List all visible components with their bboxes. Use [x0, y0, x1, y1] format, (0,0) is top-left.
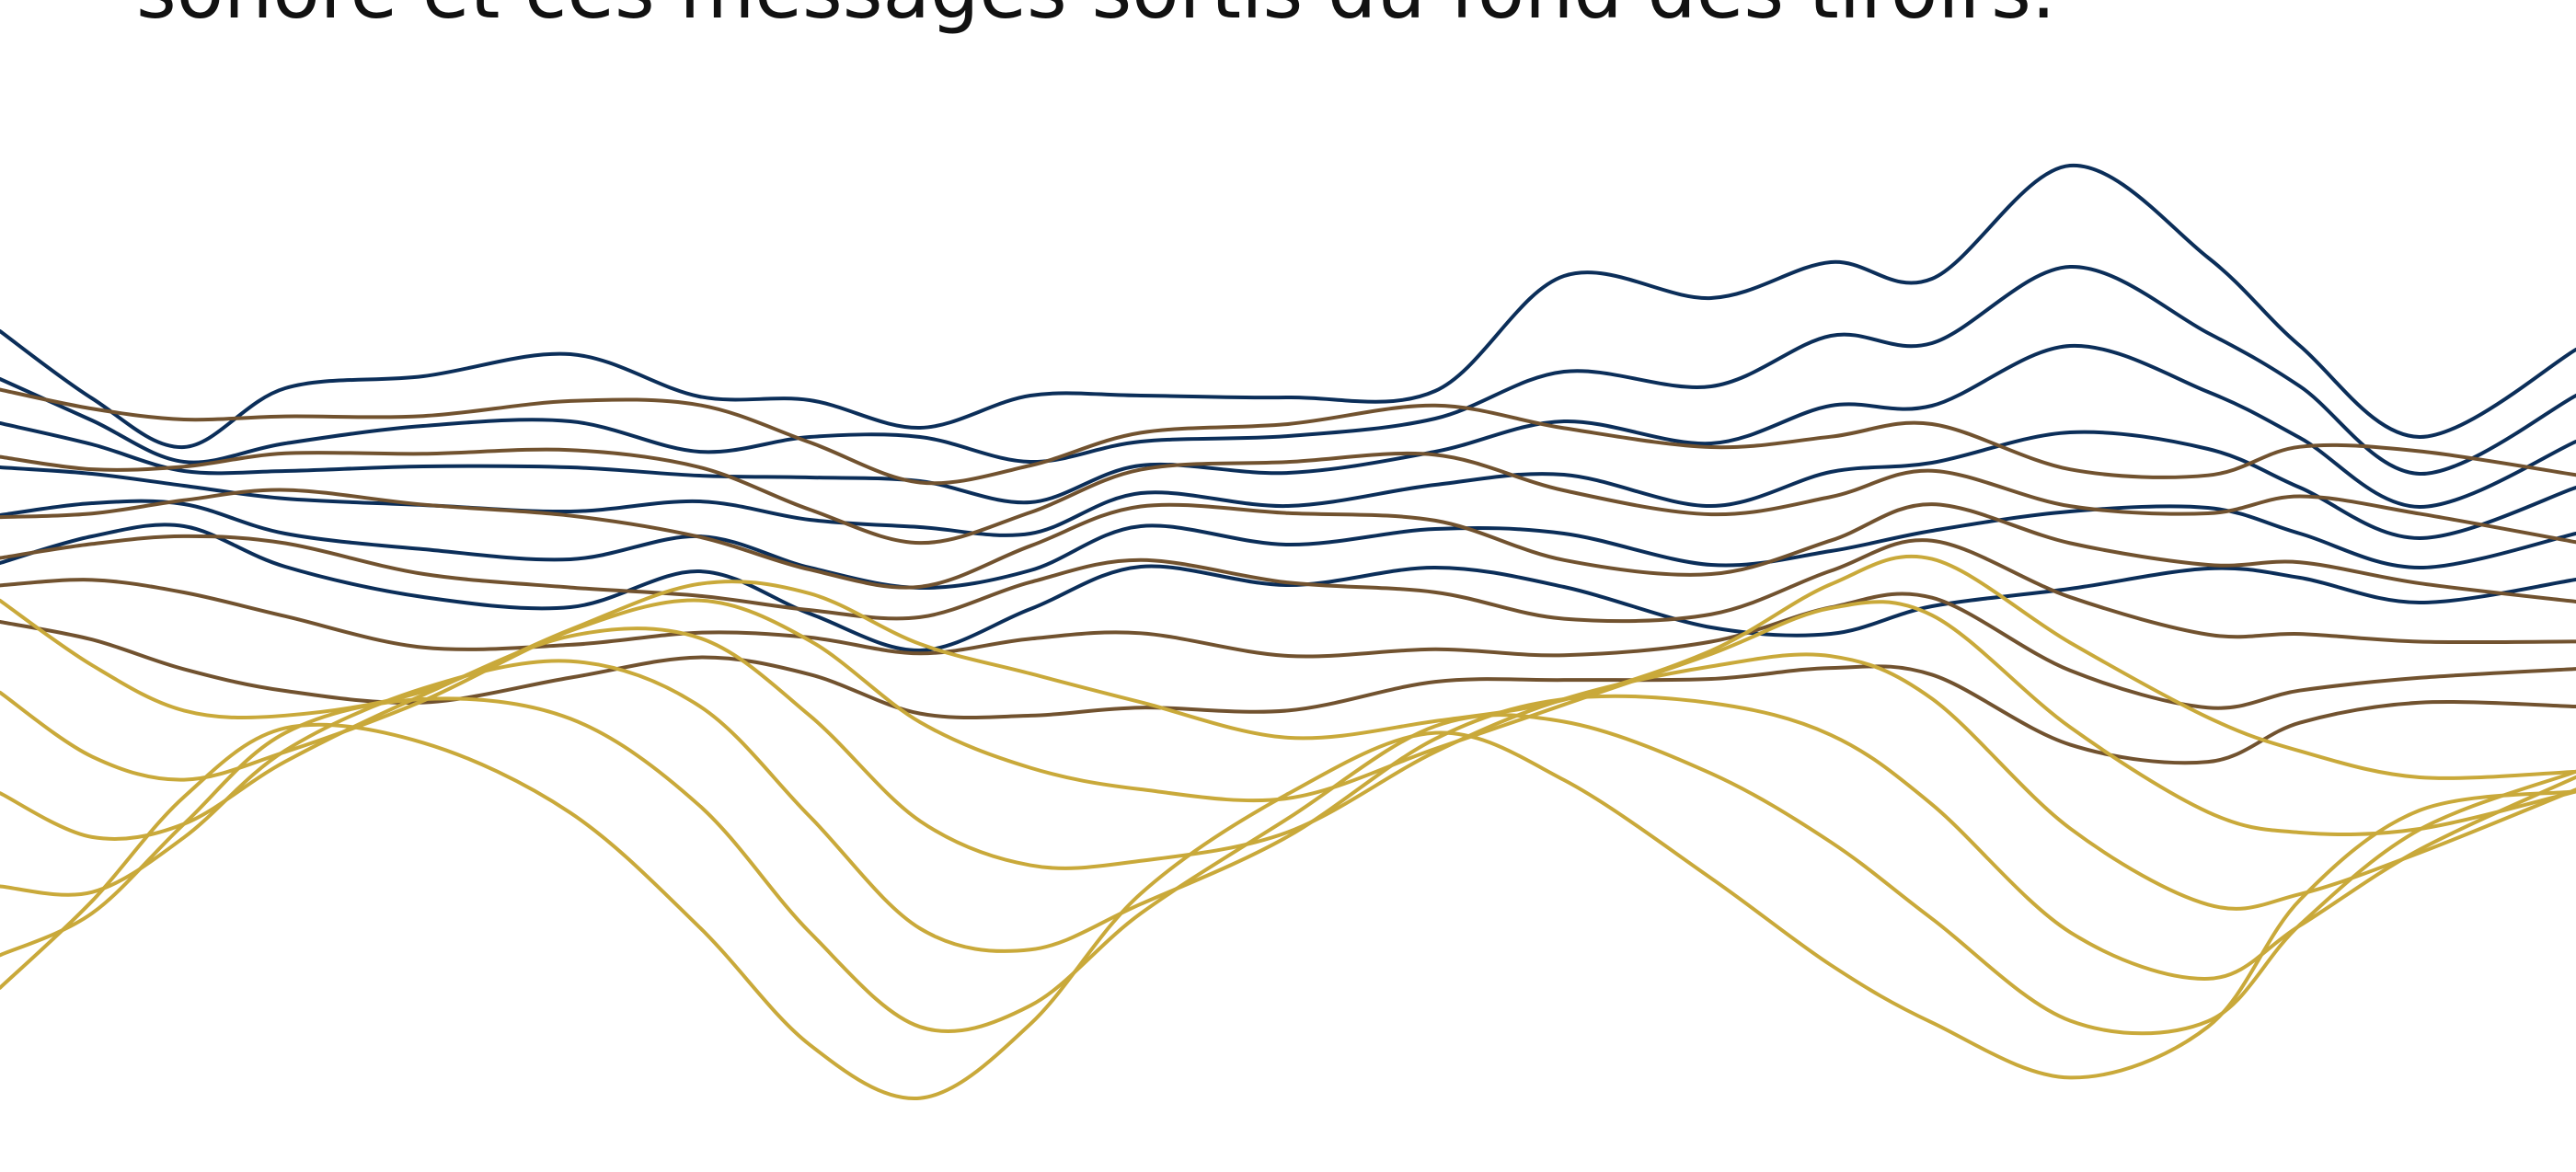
wave-line-gold-16: [0, 659, 2576, 981]
wave-line-brown-7: [0, 387, 2576, 486]
wave-line-gold-14: [0, 598, 2576, 837]
wave-line-brown-10: [0, 534, 2576, 645]
wave-line-navy-6: [0, 523, 2576, 653]
wave-line-brown-8: [0, 447, 2576, 546]
caption-text: sonore et ces messages sortis du fond de…: [136, 0, 2056, 36]
wave-line-gold-15: [0, 626, 2576, 911]
wave-line-navy-3: [0, 343, 2576, 510]
wave-line-navy-1: [0, 163, 2576, 450]
wave-line-navy-5: [0, 499, 2576, 591]
wave-line-gold-18: [0, 722, 2576, 1100]
wave-line-gold-17: [0, 696, 2576, 1036]
wave-line-navy-2: [0, 264, 2576, 477]
wave-line-navy-4: [0, 430, 2576, 540]
wave-line-brown-9: [0, 488, 2576, 603]
wave-line-brown-11: [0, 578, 2576, 710]
